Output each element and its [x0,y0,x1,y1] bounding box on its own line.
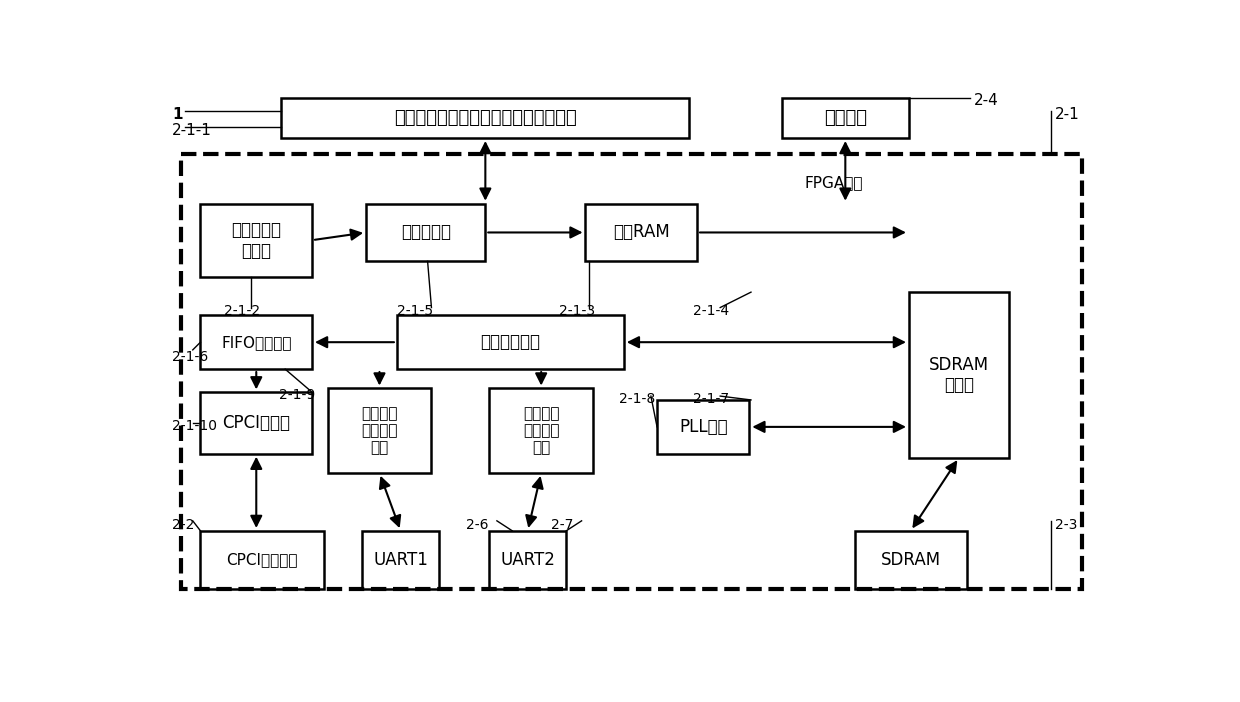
Text: 光纤陀螺信号及加速度计信号采集模块: 光纤陀螺信号及加速度计信号采集模块 [394,109,577,127]
Bar [909,292,1009,458]
Text: 2-2: 2-2 [172,518,195,531]
Text: 内部信号源
探测点: 内部信号源 探测点 [232,220,281,260]
Text: 2-6: 2-6 [466,518,489,531]
Text: 数据控制模块: 数据控制模块 [480,333,541,351]
Text: 2-1-6: 2-1-6 [172,350,208,364]
Text: 2-1-7: 2-1-7 [693,392,729,406]
Text: 2-1-10: 2-1-10 [172,419,217,433]
Bar [281,98,689,138]
Bar [490,388,593,473]
Text: 2-1-1: 2-1-1 [172,123,212,138]
Text: 组合导航
信息接口
模块: 组合导航 信息接口 模块 [523,406,559,456]
Bar [490,531,567,588]
Bar [181,154,1083,588]
Text: 1: 1 [172,107,182,122]
Text: 2-4: 2-4 [975,93,999,109]
Text: 信号接收器: 信号接收器 [401,223,450,241]
Text: 2-1-2: 2-1-2 [223,304,259,318]
Bar [854,531,967,588]
Text: UART1: UART1 [373,550,428,569]
Text: SDRAM: SDRAM [880,550,941,569]
Text: 旋转机构
信号控制
模块: 旋转机构 信号控制 模块 [361,406,398,456]
Text: UART2: UART2 [500,550,556,569]
Text: 2-1-8: 2-1-8 [619,392,655,406]
Bar [201,204,312,277]
Bar [657,400,749,453]
Text: 2-1: 2-1 [1055,107,1080,122]
Bar [201,531,324,588]
Text: 2-1-5: 2-1-5 [397,304,433,318]
Text: 2-1-4: 2-1-4 [693,304,729,318]
Bar [201,392,312,453]
Text: 2-1-3: 2-1-3 [558,304,595,318]
Bar [201,315,312,369]
Text: CPCI桥接芯片: CPCI桥接芯片 [226,552,298,567]
Text: SDRAM
控制器: SDRAM 控制器 [929,355,990,395]
Text: PLL模块: PLL模块 [680,418,728,436]
Text: FIFO缓冲模块: FIFO缓冲模块 [221,335,291,350]
Text: 2-1-9: 2-1-9 [279,388,315,402]
Bar [585,204,697,261]
Bar [327,388,432,473]
Text: FPGA电路: FPGA电路 [805,175,863,190]
Text: 2-7: 2-7 [551,518,573,531]
Bar [366,204,485,261]
Text: 2-3: 2-3 [1055,518,1078,531]
Text: 双口RAM: 双口RAM [613,223,670,241]
Bar [362,531,439,588]
Bar [781,98,909,138]
Bar [397,315,624,369]
Text: 配置芯片: 配置芯片 [823,109,867,127]
Text: CPCI控制器: CPCI控制器 [222,414,290,432]
